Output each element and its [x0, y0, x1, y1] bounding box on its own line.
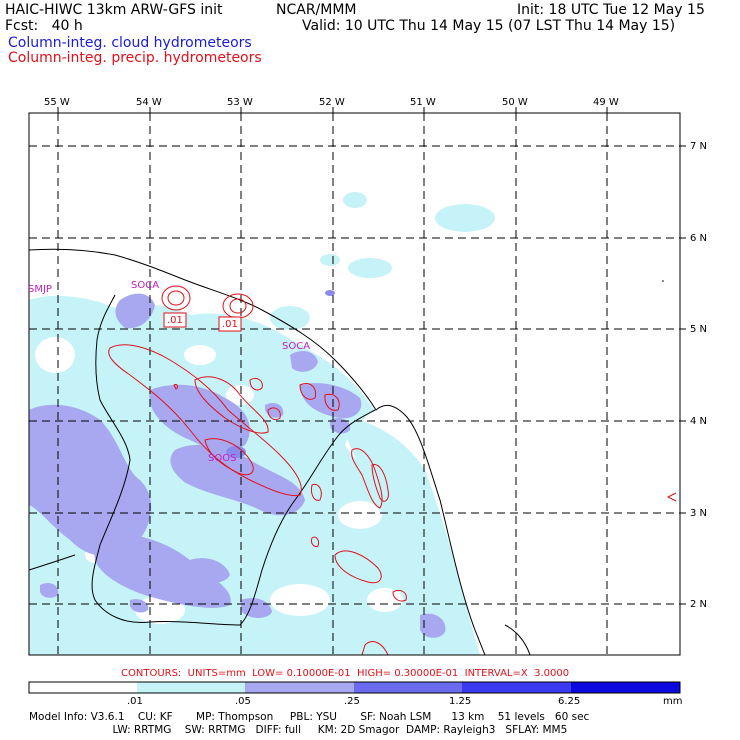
plot-frame — [28, 112, 681, 656]
contour-label: .01 — [222, 319, 238, 330]
contours-info: CONTOURS: UNITS=mm LOW= 0.10000E-01 HIGH… — [121, 668, 570, 679]
colorbar-tick: .01 — [127, 696, 143, 707]
lon-label: 55 W — [44, 97, 70, 108]
contour-label: .01 — [167, 315, 183, 326]
legend-precip: Column-integ. precip. hydrometeors — [8, 50, 262, 66]
contour-label-box — [163, 312, 187, 328]
lon-ticks — [57, 107, 608, 113]
lat-label: 4 N — [690, 416, 708, 427]
marker-dot — [662, 280, 664, 282]
forecast-hour: Fcst: 40 h — [5, 18, 83, 34]
lat-label: 6 N — [690, 233, 708, 244]
colorbar-tick: 1.25 — [449, 696, 472, 707]
colorbar-tick: .25 — [344, 696, 360, 707]
lon-label: 49 W — [593, 97, 619, 108]
contour-label-box — [218, 316, 242, 332]
lon-label: 51 W — [410, 97, 436, 108]
colorbar-units: mm — [663, 696, 683, 707]
lat-ticks — [680, 145, 686, 605]
valid-time: Valid: 10 UTC Thu 14 May 15 (07 LST Thu … — [302, 18, 676, 34]
station-label: SMJP — [28, 284, 52, 295]
station-label: SOCA — [131, 280, 160, 291]
lon-label: 54 W — [136, 97, 162, 108]
lon-label: 50 W — [502, 97, 528, 108]
precip-contours — [108, 285, 677, 655]
init-time: Init: 18 UTC Tue 12 May 15 — [517, 2, 705, 18]
coastline — [29, 248, 531, 655]
station-label: SOCA — [282, 341, 311, 352]
lat-label: 5 N — [690, 324, 708, 335]
lon-label: 53 W — [227, 97, 253, 108]
lat-label: 3 N — [690, 508, 708, 519]
model-info-line2: LW: RRTMG SW: RRTMG DIFF: full KM: 2D Sm… — [29, 724, 568, 736]
cloud-field-medium — [29, 293, 446, 638]
model-title: HAIC-HIWC 13km ARW-GFS init — [5, 2, 223, 18]
lat-label: 7 N — [690, 141, 708, 152]
organization: NCAR/MMM — [276, 2, 357, 18]
lon-label: 52 W — [319, 97, 345, 108]
legend-cloud: Column-integ. cloud hydrometeors — [8, 35, 252, 51]
colorbar-tick: 6.25 — [558, 696, 581, 707]
station-label: SOOS — [208, 453, 237, 464]
model-info-line1: Model Info: V3.6.1 CU: KF MP: Thompson P… — [29, 711, 590, 723]
colorbar-tick: .05 — [235, 696, 251, 707]
cloud-field-gaps — [35, 337, 403, 624]
lat-label: 2 N — [690, 599, 708, 610]
